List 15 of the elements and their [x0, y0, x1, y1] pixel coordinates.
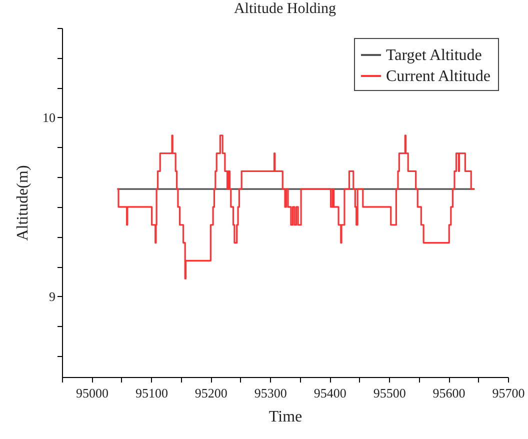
legend-label: Target Altitude	[386, 47, 482, 64]
x-tick-label: 95700	[492, 386, 525, 400]
x-tick-label: 95600	[432, 386, 466, 400]
y-tick-label: 9	[49, 288, 56, 304]
x-tick-label: 95500	[373, 386, 406, 400]
legend-label: Current Altitude	[386, 68, 490, 85]
x-tick-label: 95100	[135, 386, 168, 400]
x-axis-title: Time	[268, 408, 302, 426]
x-tick-label: 95300	[254, 386, 287, 400]
y-axis-title: Altitude(m)	[14, 165, 32, 241]
x-tick-label: 95400	[314, 386, 346, 400]
x-tick-label: 95200	[194, 386, 228, 400]
chart-title: Altitude Holding	[234, 1, 337, 17]
x-tick-label: 95000	[76, 386, 108, 400]
y-tick-label: 10	[42, 110, 56, 125]
